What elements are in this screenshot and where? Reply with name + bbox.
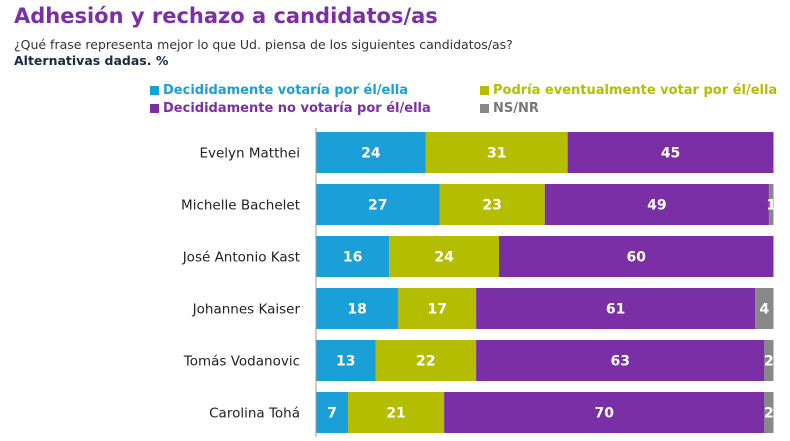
data-label: 2: [764, 354, 774, 370]
bar-segment: [348, 392, 445, 433]
legend-swatch: [480, 86, 489, 95]
legend-item-decididamente-votaria: Decididamente votaría por él/ella: [150, 83, 408, 98]
data-label: 24: [361, 146, 381, 162]
data-label: 13: [336, 354, 355, 370]
bar-segment: [764, 340, 774, 381]
bar-segment: [444, 392, 765, 433]
bar-segment: [755, 288, 774, 329]
category-label: Michelle Bachelet: [181, 198, 300, 214]
category-label: Carolina Tohá: [209, 406, 300, 422]
bar-segment: [389, 236, 499, 277]
chart-title: Adhesión y rechazo a candidatos/as: [14, 4, 438, 28]
data-label: 24: [434, 250, 454, 266]
bar-segment: [567, 132, 774, 173]
data-label: 49: [647, 198, 666, 214]
legend-swatch: [150, 104, 159, 113]
legend-label: Decididamente no votaría por él/ella: [163, 101, 431, 116]
bar-segment: [499, 236, 774, 277]
legend-label: Decididamente votaría por él/ella: [163, 83, 409, 98]
bar-segment: [316, 184, 440, 225]
bar-segment: [398, 288, 477, 329]
bar-segment: [544, 184, 769, 225]
data-label: 16: [343, 250, 362, 266]
legend-item-no-votaria: Decididamente no votaría por él/ella: [150, 101, 431, 116]
category-label: Johannes Kaiser: [192, 302, 301, 318]
bar-segment: [375, 340, 477, 381]
data-label: 31: [487, 146, 506, 162]
legend-label: NS/NR: [493, 101, 539, 116]
data-label: 70: [594, 406, 614, 422]
bar-segment: [476, 288, 756, 329]
chart-subtitle: ¿Qué frase representa mejor lo que Ud. p…: [14, 37, 513, 52]
legend-swatch: [480, 104, 489, 113]
category-label: Tomás Vodanovic: [183, 354, 300, 370]
legend-item-nsnr: NS/NR: [480, 101, 539, 116]
data-label: 1: [766, 198, 776, 214]
data-label: 0: [778, 250, 788, 266]
data-label: 61: [606, 302, 625, 318]
bar-segment: [316, 132, 426, 173]
category-label: José Antonio Kast: [182, 250, 300, 266]
data-label: 22: [416, 354, 435, 370]
data-label: 21: [386, 406, 405, 422]
data-label: 17: [427, 302, 446, 318]
data-label: 23: [482, 198, 501, 214]
bar-segment: [316, 340, 376, 381]
bar-segment: [476, 340, 765, 381]
chart-note: Alternativas dadas. %: [14, 53, 169, 68]
legend-label: Podría eventualmente votar por él/ella: [493, 83, 778, 98]
data-label: 4: [759, 302, 769, 318]
bar-segment: [439, 184, 545, 225]
data-label: 60: [627, 250, 647, 266]
data-label: 7: [327, 406, 337, 422]
bar-segment: [764, 392, 774, 433]
legend-swatch: [150, 86, 159, 95]
bar-segment: [316, 288, 399, 329]
data-label: 0: [778, 146, 788, 162]
bar-segment: [425, 132, 568, 173]
bar-segment: [316, 392, 349, 433]
legend-item-podria-votar: Podría eventualmente votar por él/ella: [480, 83, 777, 98]
category-label: Evelyn Matthei: [199, 146, 300, 162]
bar-segment: [316, 236, 390, 277]
data-label: 2: [764, 406, 774, 422]
data-label: 18: [347, 302, 366, 318]
data-label: 45: [661, 146, 680, 162]
data-label: 63: [610, 354, 629, 370]
bar-segment: [768, 184, 774, 225]
data-label: 27: [368, 198, 387, 214]
